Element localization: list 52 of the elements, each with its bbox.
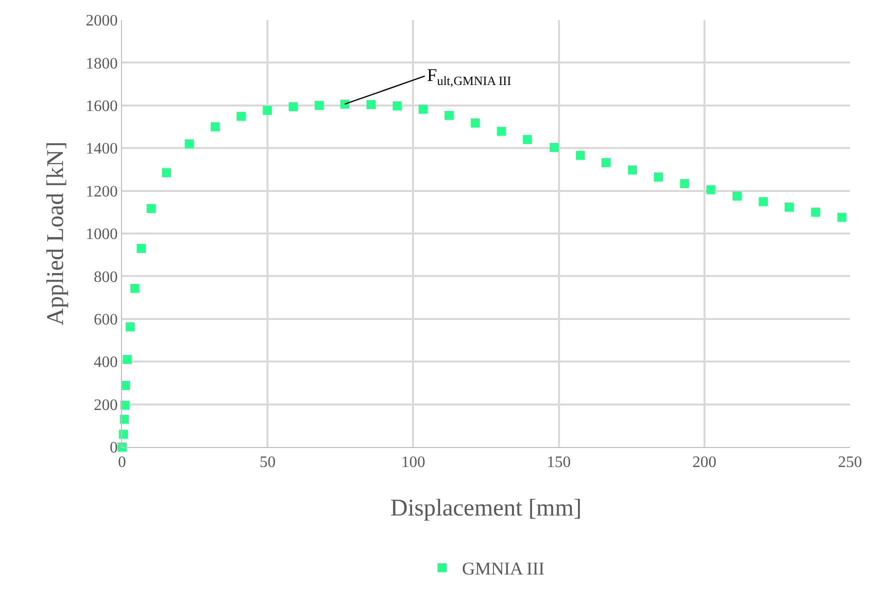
point xyxy=(184,139,194,148)
point xyxy=(366,100,376,110)
x-tick-label: 250 xyxy=(838,454,862,472)
x-axis-title: Displacement [mm] xyxy=(390,496,582,522)
point xyxy=(470,118,480,128)
y-tick-label: 200 xyxy=(94,396,118,414)
point xyxy=(758,197,768,206)
point xyxy=(628,165,637,174)
point xyxy=(811,208,820,217)
y-tick-label: 0 xyxy=(110,440,118,457)
point xyxy=(162,168,172,178)
point xyxy=(732,191,742,200)
point xyxy=(136,244,146,253)
point xyxy=(210,122,220,132)
y-tick-label: 1600 xyxy=(86,98,118,115)
y-tick-label: 1400 xyxy=(86,140,118,158)
point xyxy=(418,104,428,114)
x-tick-label: 100 xyxy=(401,454,426,472)
point xyxy=(130,284,140,293)
point xyxy=(837,212,846,222)
y-tick-label: 600 xyxy=(94,312,118,328)
x-tick-label: 200 xyxy=(692,454,716,472)
legend-label: GMNIA III xyxy=(462,558,544,579)
y-tick-label: 2000 xyxy=(86,12,118,30)
point xyxy=(126,322,135,332)
y-tick-label: 1000 xyxy=(86,226,118,244)
y-tick-label: 1200 xyxy=(86,183,118,200)
point xyxy=(550,142,559,152)
y-tick-label: 400 xyxy=(94,354,118,372)
y-axis-title: Applied Load [kN] xyxy=(42,142,69,326)
point xyxy=(601,158,610,168)
x-tick-label: 150 xyxy=(546,454,571,472)
point xyxy=(680,179,690,188)
point xyxy=(392,101,402,110)
point xyxy=(784,202,794,212)
point xyxy=(706,185,716,194)
point xyxy=(236,112,246,121)
y-tick-label: 1800 xyxy=(86,55,118,72)
y-tick-label: 800 xyxy=(94,268,118,286)
point xyxy=(496,126,506,136)
annotation: F$_{ult,GMNIA III}$ xyxy=(427,65,512,88)
point xyxy=(314,100,324,110)
point xyxy=(288,102,298,112)
point xyxy=(146,204,156,214)
point xyxy=(340,100,350,109)
point xyxy=(122,354,132,364)
point xyxy=(654,172,663,182)
point xyxy=(262,106,272,115)
point xyxy=(444,110,454,120)
point xyxy=(576,150,585,160)
point xyxy=(522,135,532,144)
x-tick-label: 50 xyxy=(260,454,276,472)
